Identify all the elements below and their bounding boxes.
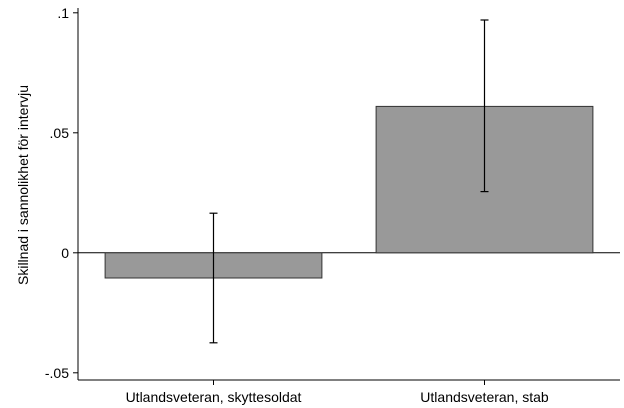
error-bars — [209, 19, 489, 344]
x-tick-label: Utlandsveteran, skyttesoldat — [126, 389, 302, 405]
bars — [104, 105, 594, 279]
x-axis-ticks: Utlandsveteran, skyttesoldat Utlandsveter… — [126, 380, 549, 405]
y-axis-label: Skillnad i sannolikhet för intervju — [15, 85, 31, 285]
y-tick-label: -.05 — [45, 365, 69, 381]
y-axis-ticks: -.05 0 .05 .1 — [45, 5, 78, 381]
x-tick-label: Utlandsveteran, stab — [420, 389, 549, 405]
axes — [77, 8, 620, 381]
y-tick-label: 0 — [61, 245, 69, 261]
y-tick-label: .05 — [50, 125, 70, 141]
y-tick-label: .1 — [57, 5, 69, 21]
